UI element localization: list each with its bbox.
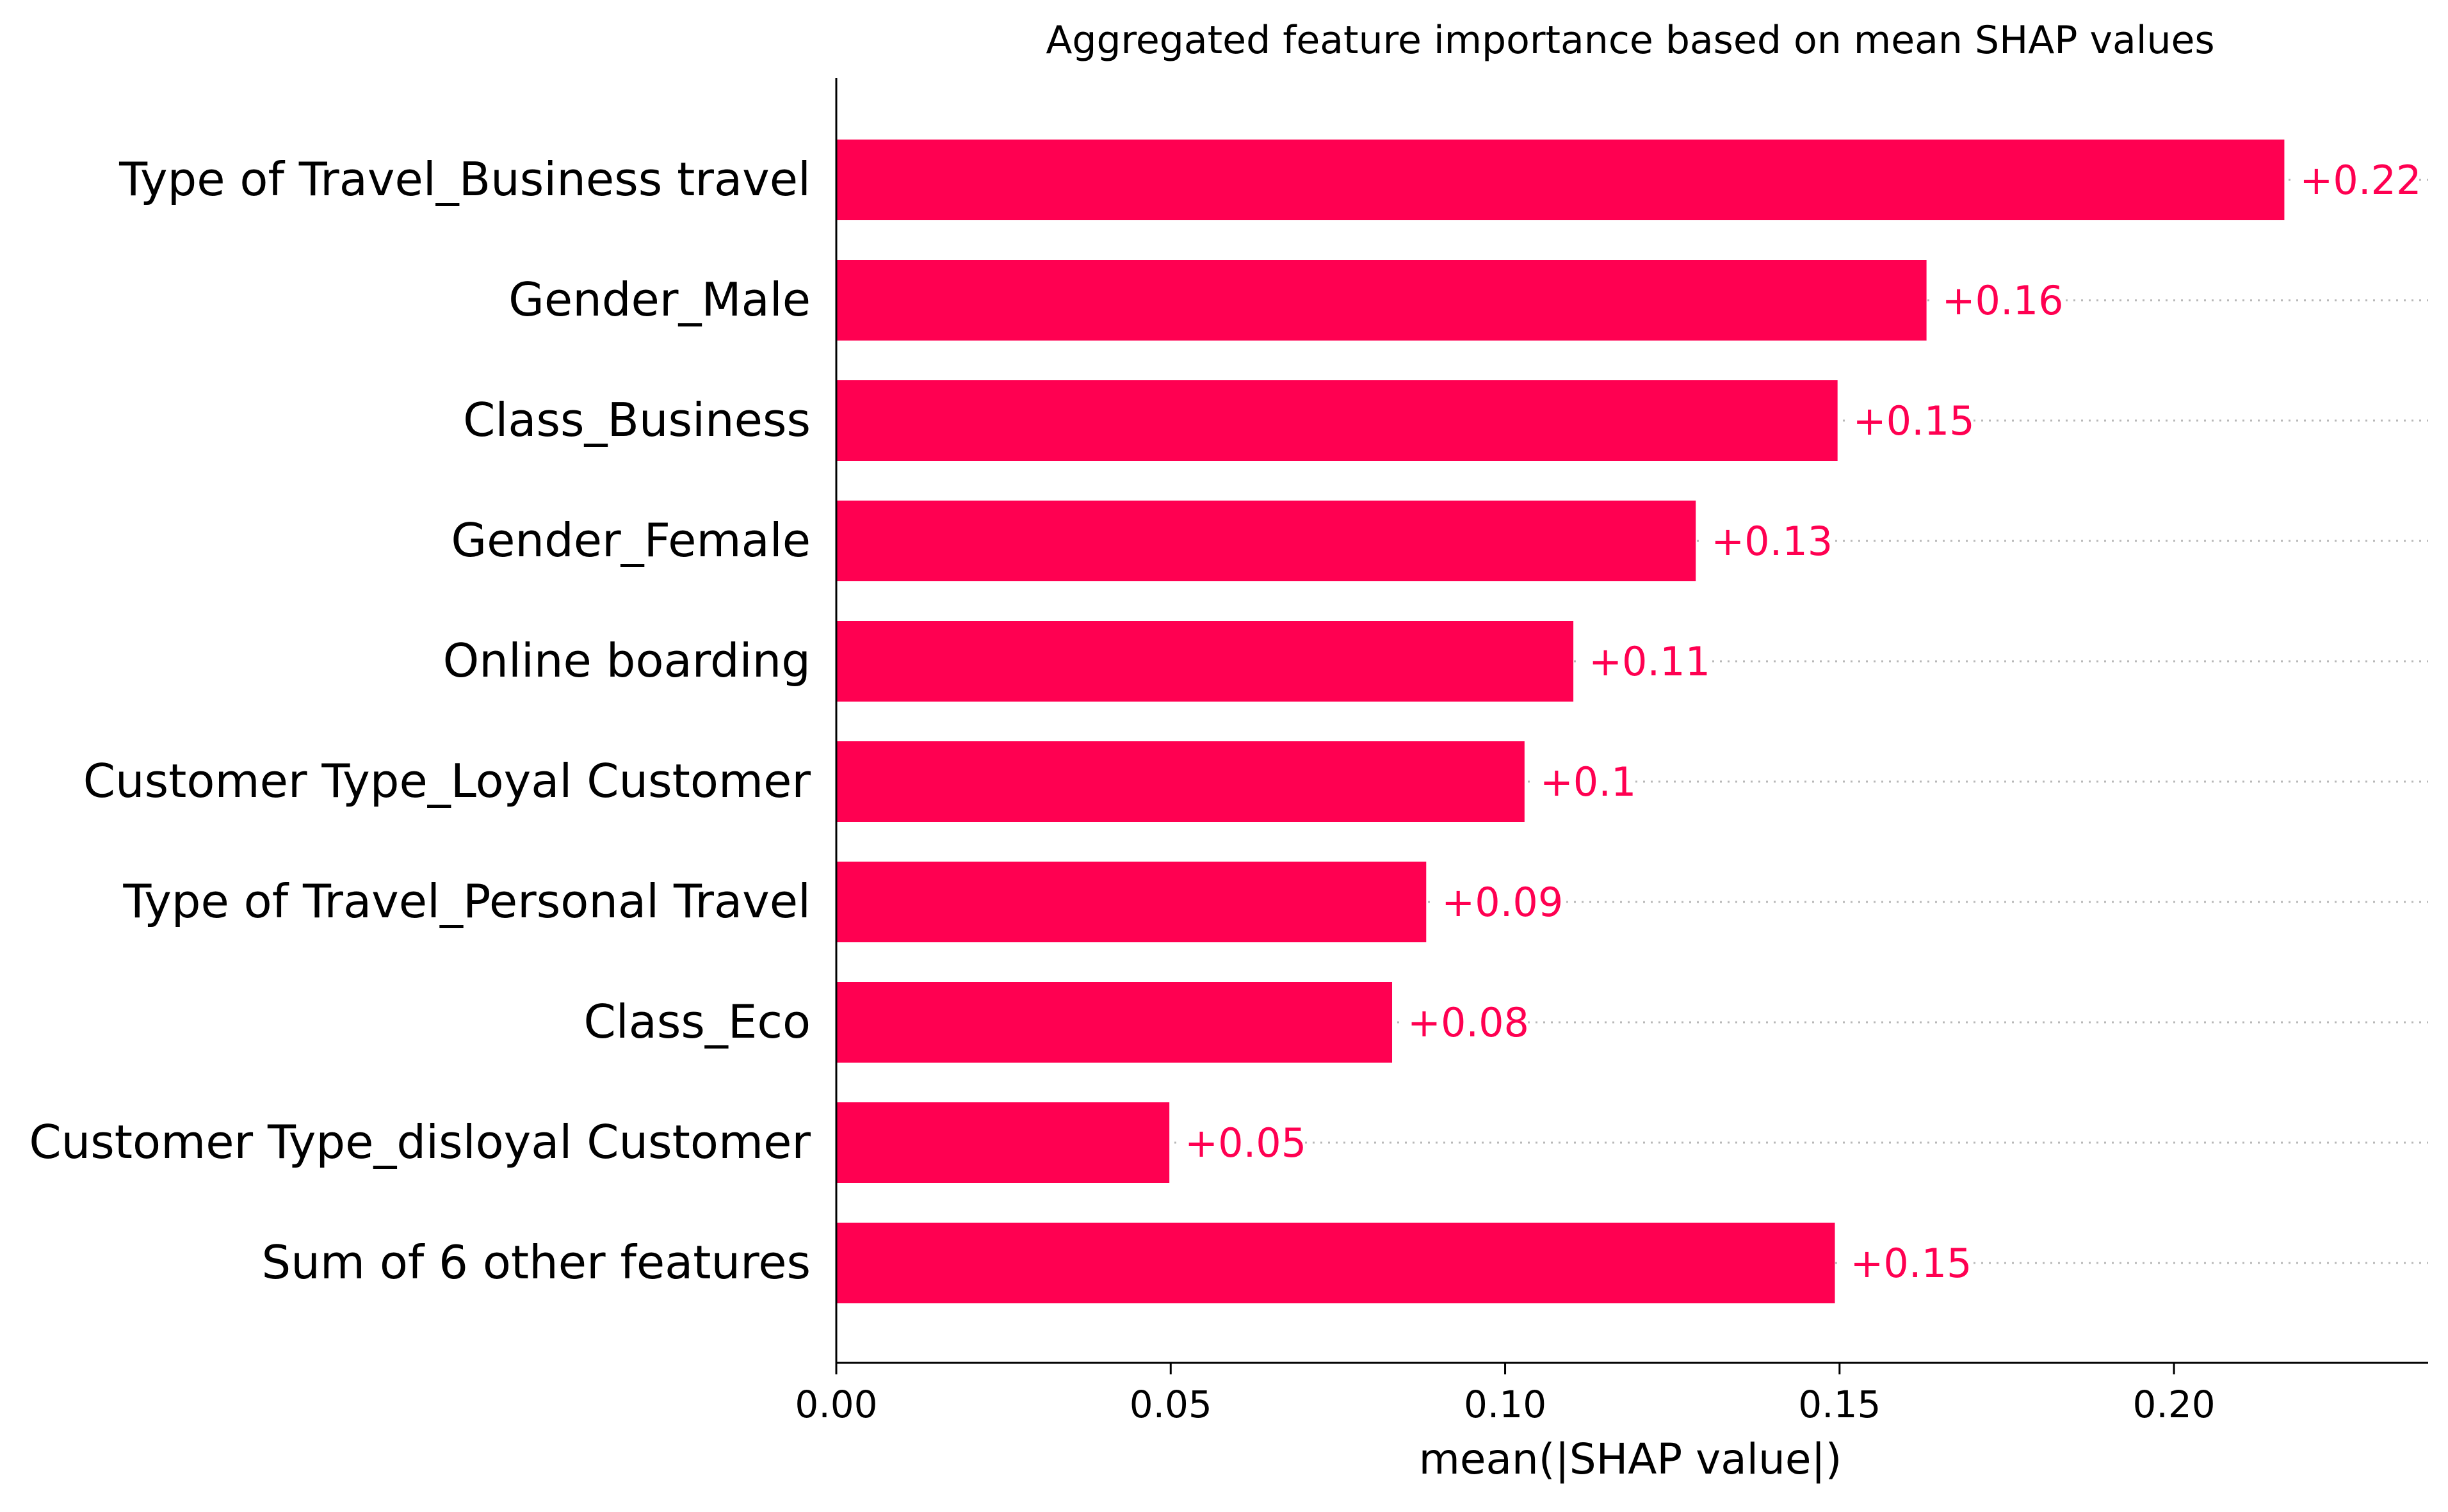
x-tick-label: 0.05 [1130,1383,1212,1426]
value-label-background [1400,1001,1526,1044]
guide-lines [836,179,2428,1264]
category-label: Type of Travel_Business travel [118,152,811,206]
value-label-background [1434,880,1560,924]
value-label: +0.11 [1589,638,1710,685]
value-label-background [1842,1241,1968,1285]
category-label: Online boarding [443,634,811,688]
value-label: +0.05 [1185,1120,1306,1166]
category-label: Type of Travel_Personal Travel [122,874,811,928]
bars-group [836,140,2285,1303]
x-axis-label: mean(|SHAP value|) [1419,1435,1842,1484]
x-tick-label: 0.15 [1798,1383,1881,1426]
category-labels-group: Type of Travel_Business travel Gender_Mal… [29,152,811,1289]
value-label-background [1703,519,1829,563]
value-labels-group: +0.22 +0.16 +0.15 +0.13 +0.11 +0.1 +0.09 +0.08 +… [1177,157,2421,1287]
value-label-background [1581,639,1707,683]
bar [836,140,2285,220]
x-tick-label: 0.10 [1464,1383,1546,1426]
category-label: Gender_Female [451,513,811,567]
value-label: +0.08 [1407,999,1529,1046]
category-label: Customer Type_Loyal Customer [83,754,811,808]
bar [836,501,1696,581]
value-label: +0.15 [1850,1240,1972,1287]
category-label: Sum of 6 other features [262,1235,811,1289]
bar [836,1102,1170,1183]
category-label: Customer Type_disloyal Customer [29,1115,811,1169]
category-label: Gender_Male [508,273,811,326]
value-label: +0.16 [1942,277,2064,324]
x-tick-label: 0.20 [2133,1383,2216,1426]
category-label: Class_Business [463,393,811,447]
bar [836,380,1838,461]
x-ticks-group: 0.00 0.05 0.10 0.15 0.20 [795,1363,2216,1426]
bar [836,621,1574,702]
chart-title: Aggregated feature importance based on m… [1046,18,2214,63]
bar [836,982,1393,1063]
value-label-background [2292,158,2418,202]
value-label: +0.09 [1441,879,1563,926]
x-tick-label: 0.00 [795,1383,877,1426]
value-label-background [1845,399,1971,442]
value-label-background [1532,760,1635,803]
value-label: +0.22 [2299,157,2421,204]
bar [836,862,1427,942]
bar [836,260,1927,341]
value-label: +0.13 [1711,518,1833,565]
category-label: Class_Eco [583,995,811,1049]
bar [836,1223,1835,1303]
bar [836,741,1525,822]
value-label: +0.1 [1540,759,1637,805]
value-label: +0.15 [1853,398,1975,444]
value-label-background [1177,1121,1303,1164]
value-label-background [1934,278,2060,322]
